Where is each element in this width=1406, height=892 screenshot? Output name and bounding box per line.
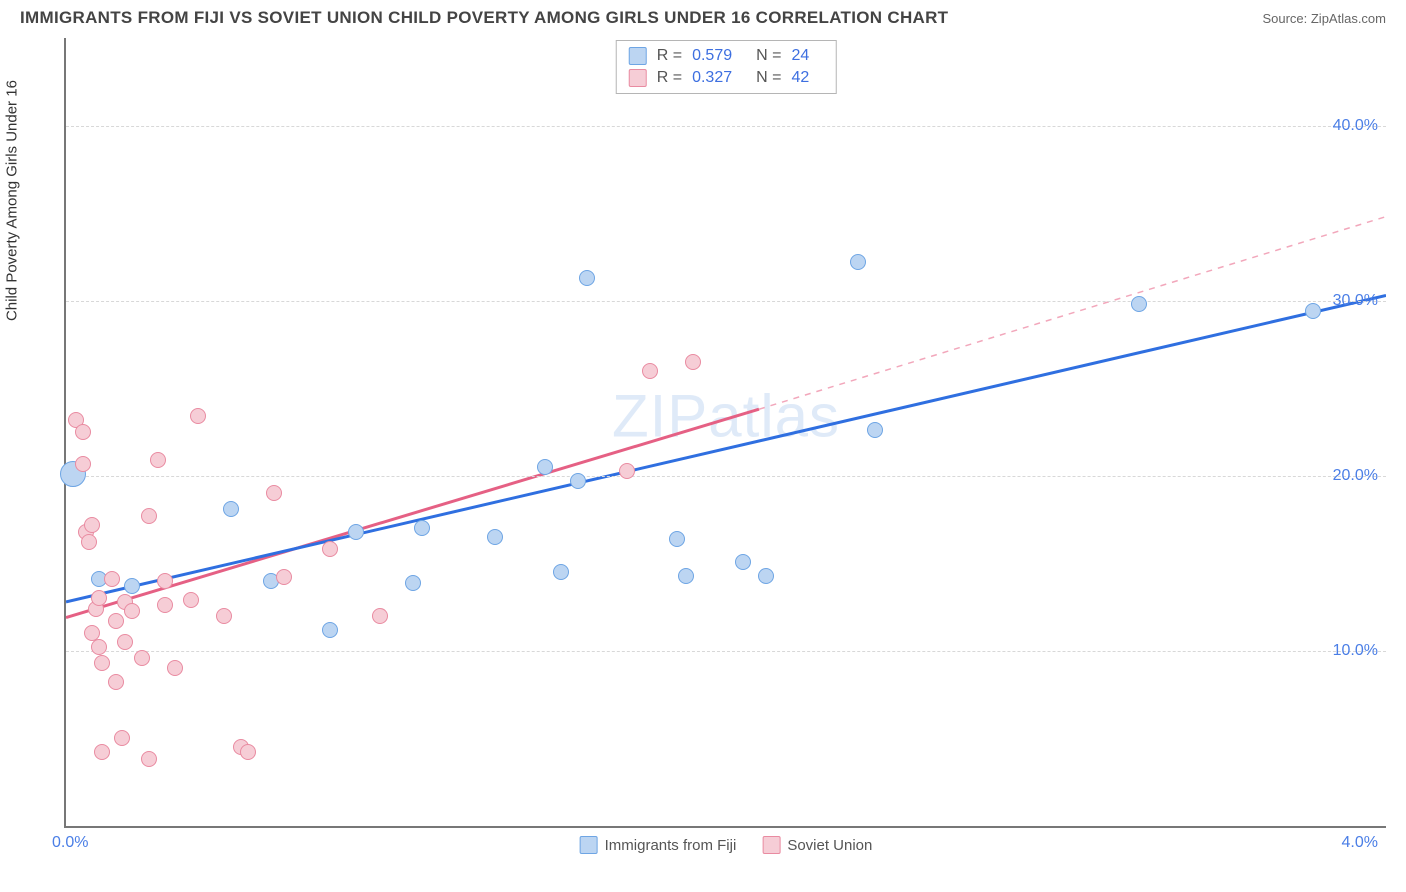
scatter-point-soviet — [141, 751, 157, 767]
y-tick-label: 40.0% — [1333, 117, 1378, 135]
scatter-point-soviet — [642, 363, 658, 379]
chart-header: IMMIGRANTS FROM FIJI VS SOVIET UNION CHI… — [0, 0, 1406, 32]
y-tick-label: 30.0% — [1333, 292, 1378, 310]
legend-swatch-fiji — [580, 836, 598, 854]
scatter-point-soviet — [167, 660, 183, 676]
scatter-point-soviet — [157, 597, 173, 613]
scatter-point-fiji — [124, 578, 140, 594]
scatter-point-soviet — [114, 730, 130, 746]
gridline — [66, 301, 1386, 302]
scatter-point-fiji — [1131, 296, 1147, 312]
legend-item-fiji: Immigrants from Fiji — [580, 836, 737, 854]
stats-row-fiji: R = 0.579 N = 24 — [629, 45, 824, 67]
scatter-point-soviet — [117, 634, 133, 650]
n-label: N = — [756, 69, 781, 87]
scatter-point-soviet — [216, 608, 232, 624]
scatter-point-fiji — [669, 531, 685, 547]
scatter-point-fiji — [579, 270, 595, 286]
legend-item-soviet: Soviet Union — [762, 836, 872, 854]
scatter-point-soviet — [75, 424, 91, 440]
scatter-point-fiji — [850, 254, 866, 270]
scatter-point-fiji — [322, 622, 338, 638]
scatter-point-soviet — [104, 571, 120, 587]
trend-lines-svg — [66, 38, 1386, 826]
scatter-point-soviet — [372, 608, 388, 624]
scatter-point-fiji — [735, 554, 751, 570]
scatter-point-soviet — [94, 744, 110, 760]
scatter-point-fiji — [570, 473, 586, 489]
n-value-soviet: 42 — [791, 69, 809, 87]
swatch-soviet — [629, 69, 647, 87]
scatter-point-soviet — [108, 674, 124, 690]
scatter-point-fiji — [348, 524, 364, 540]
y-tick-label: 10.0% — [1333, 642, 1378, 660]
scatter-point-soviet — [75, 456, 91, 472]
scatter-point-soviet — [150, 452, 166, 468]
gridline — [66, 126, 1386, 127]
scatter-point-fiji — [487, 529, 503, 545]
chart-title: IMMIGRANTS FROM FIJI VS SOVIET UNION CHI… — [20, 8, 948, 28]
gridline — [66, 476, 1386, 477]
scatter-point-soviet — [322, 541, 338, 557]
r-value-fiji: 0.579 — [692, 47, 732, 65]
scatter-point-soviet — [157, 573, 173, 589]
scatter-point-soviet — [84, 517, 100, 533]
scatter-point-soviet — [81, 534, 97, 550]
watermark-text: ZIPatlas — [612, 382, 840, 451]
scatter-point-soviet — [134, 650, 150, 666]
stats-row-soviet: R = 0.327 N = 42 — [629, 67, 824, 89]
legend-label-soviet: Soviet Union — [787, 837, 872, 854]
y-axis-label: Child Poverty Among Girls Under 16 — [4, 80, 21, 321]
scatter-point-soviet — [619, 463, 635, 479]
y-tick-label: 20.0% — [1333, 467, 1378, 485]
scatter-point-soviet — [124, 603, 140, 619]
chart-container: Child Poverty Among Girls Under 16 ZIPat… — [20, 38, 1386, 828]
swatch-fiji — [629, 47, 647, 65]
scatter-point-fiji — [678, 568, 694, 584]
scatter-point-fiji — [553, 564, 569, 580]
scatter-point-fiji — [1305, 303, 1321, 319]
r-label: R = — [657, 47, 682, 65]
n-value-fiji: 24 — [791, 47, 809, 65]
scatter-point-fiji — [405, 575, 421, 591]
legend-label-fiji: Immigrants from Fiji — [605, 837, 737, 854]
legend: Immigrants from Fiji Soviet Union — [580, 836, 873, 854]
x-tick-label-right: 4.0% — [1342, 834, 1378, 852]
scatter-point-soviet — [276, 569, 292, 585]
scatter-point-soviet — [190, 408, 206, 424]
scatter-point-fiji — [223, 501, 239, 517]
scatter-point-soviet — [685, 354, 701, 370]
scatter-point-soviet — [108, 613, 124, 629]
scatter-point-soviet — [141, 508, 157, 524]
scatter-point-soviet — [91, 639, 107, 655]
scatter-point-soviet — [266, 485, 282, 501]
scatter-point-fiji — [414, 520, 430, 536]
scatter-point-soviet — [183, 592, 199, 608]
x-tick-label-left: 0.0% — [52, 834, 88, 852]
legend-swatch-soviet — [762, 836, 780, 854]
source-attribution: Source: ZipAtlas.com — [1262, 11, 1386, 26]
source-name: ZipAtlas.com — [1311, 11, 1386, 26]
r-label: R = — [657, 69, 682, 87]
scatter-point-soviet — [94, 655, 110, 671]
scatter-point-soviet — [240, 744, 256, 760]
source-prefix: Source: — [1262, 11, 1310, 26]
scatter-point-fiji — [537, 459, 553, 475]
scatter-point-fiji — [867, 422, 883, 438]
r-value-soviet: 0.327 — [692, 69, 732, 87]
plot-area: ZIPatlas R = 0.579 N = 24 R = 0.327 N = … — [64, 38, 1386, 828]
gridline — [66, 651, 1386, 652]
n-label: N = — [756, 47, 781, 65]
scatter-point-fiji — [758, 568, 774, 584]
scatter-point-soviet — [91, 590, 107, 606]
correlation-stats-box: R = 0.579 N = 24 R = 0.327 N = 42 — [616, 40, 837, 94]
